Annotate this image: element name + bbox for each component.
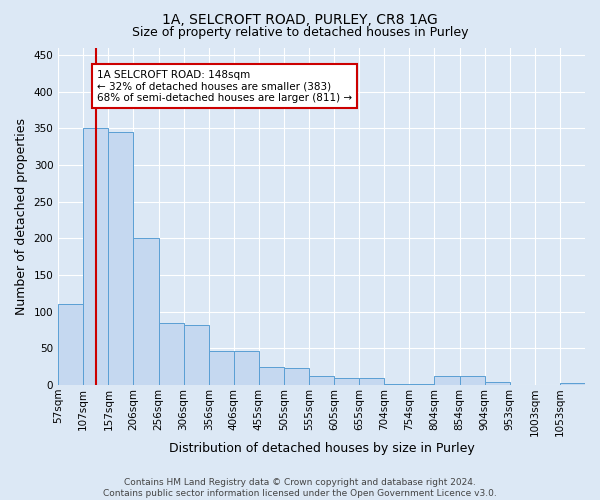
Bar [284, 368, 309, 385]
Bar [485, 382, 510, 385]
Bar [434, 376, 460, 385]
Bar [58, 304, 83, 385]
Bar [109, 132, 133, 385]
Text: Size of property relative to detached houses in Purley: Size of property relative to detached ho… [132, 26, 468, 39]
Text: Contains HM Land Registry data © Crown copyright and database right 2024.
Contai: Contains HM Land Registry data © Crown c… [103, 478, 497, 498]
Bar [359, 378, 385, 385]
Bar [460, 376, 485, 385]
Y-axis label: Number of detached properties: Number of detached properties [15, 118, 28, 315]
Bar [133, 238, 158, 385]
Text: 1A SELCROFT ROAD: 148sqm
← 32% of detached houses are smaller (383)
68% of semi-: 1A SELCROFT ROAD: 148sqm ← 32% of detach… [97, 70, 352, 102]
Text: 1A, SELCROFT ROAD, PURLEY, CR8 1AG: 1A, SELCROFT ROAD, PURLEY, CR8 1AG [162, 12, 438, 26]
Bar [334, 378, 359, 385]
Bar [409, 384, 434, 385]
Bar [560, 383, 585, 385]
Bar [158, 322, 184, 385]
Bar [234, 350, 259, 385]
Bar [184, 325, 209, 385]
Bar [385, 384, 409, 385]
Bar [309, 376, 334, 385]
X-axis label: Distribution of detached houses by size in Purley: Distribution of detached houses by size … [169, 442, 475, 455]
Bar [259, 366, 284, 385]
Bar [83, 128, 109, 385]
Bar [209, 350, 234, 385]
